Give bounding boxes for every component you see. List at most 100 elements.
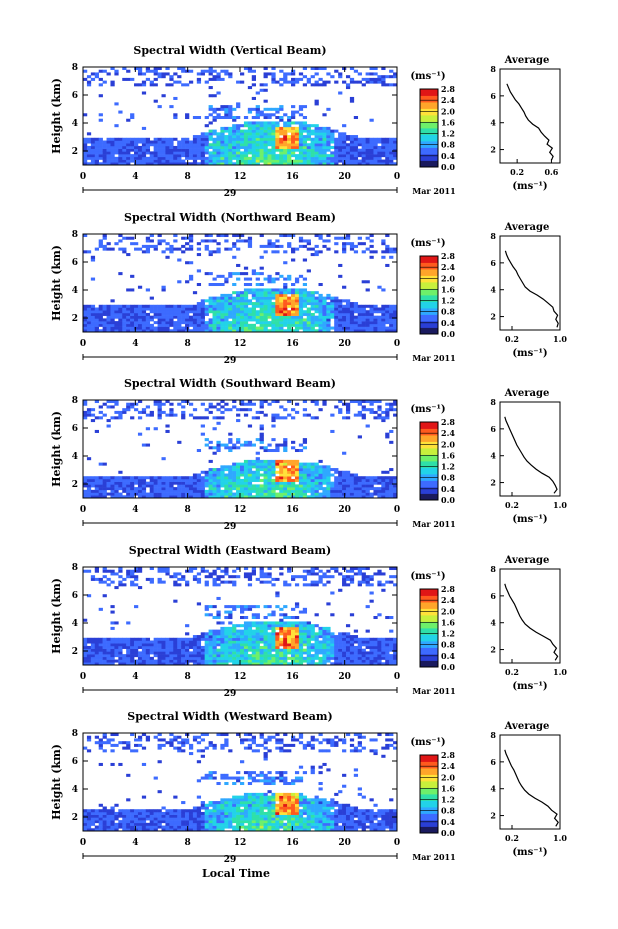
- heatmap-cell: [279, 648, 284, 652]
- heatmap-cell: [279, 118, 284, 122]
- heatmap-cell: [94, 137, 99, 141]
- heatmap-cell: [232, 629, 237, 633]
- heatmap-cell: [212, 307, 217, 311]
- heatmap-cell: [247, 621, 253, 625]
- heatmap-cell: [318, 307, 323, 311]
- heatmap-cell: [94, 487, 99, 491]
- heatmap-cell: [98, 140, 103, 144]
- heatmap-cell: [345, 299, 351, 303]
- heatmap-cell: [279, 323, 284, 327]
- heatmap-cell: [185, 476, 190, 480]
- heatmap-cell: [381, 318, 386, 322]
- heatmap-cell: [185, 247, 190, 251]
- heatmap-cell: [122, 487, 127, 491]
- heatmap-cell: [232, 315, 237, 319]
- heatmap-cell: [126, 288, 131, 292]
- heatmap-cell: [302, 468, 308, 472]
- heatmap-cell: [181, 405, 186, 409]
- heatmap-cell: [161, 140, 166, 144]
- heatmap-cell: [200, 151, 205, 155]
- heatmap-cell: [228, 473, 233, 477]
- heatmap-cell: [275, 476, 280, 480]
- heatmap-cell: [349, 99, 355, 103]
- heatmap-cell: [161, 654, 166, 658]
- heatmap-cell: [216, 446, 221, 450]
- heatmap-cell: [365, 400, 370, 404]
- heatmap-cell: [106, 312, 111, 316]
- heatmap-cell: [153, 484, 158, 488]
- heatmap-cell: [283, 443, 288, 447]
- heatmap-cell: [243, 468, 249, 472]
- heatmap-cell: [322, 400, 327, 404]
- heatmap-cell: [314, 296, 319, 300]
- heatmap-cell: [232, 154, 237, 158]
- heatmap-cell: [134, 242, 139, 246]
- heatmap-cell: [110, 476, 115, 480]
- heatmap-cell: [161, 567, 166, 571]
- heatmap-cell: [271, 473, 276, 477]
- colorbar-label: (ms⁻¹): [410, 238, 445, 249]
- heatmap-cell: [145, 648, 151, 652]
- heatmap-cell: [373, 140, 378, 144]
- heatmap-cell: [192, 154, 198, 158]
- heatmap-cell: [353, 145, 359, 149]
- heatmap-cell: [310, 296, 315, 300]
- heatmap-cell: [357, 312, 362, 316]
- heatmap-cell: [236, 137, 241, 141]
- heatmap-cell: [302, 610, 308, 614]
- heatmap-cell: [279, 162, 284, 166]
- heatmap-cell: [137, 326, 143, 330]
- heatmap-cell: [126, 478, 131, 482]
- heatmap-cell: [318, 67, 323, 71]
- heatmap-cell: [381, 250, 386, 254]
- heatmap-cell: [342, 659, 347, 663]
- heatmap-cell: [240, 315, 245, 319]
- heatmap-cell: [389, 137, 394, 141]
- heatmap-cell: [232, 242, 237, 246]
- heatmap-cell: [145, 307, 151, 311]
- heatmap-cell: [216, 470, 221, 474]
- heatmap-cell: [224, 156, 229, 160]
- heatmap-cell: [330, 413, 335, 417]
- heatmap-cell: [192, 656, 198, 660]
- heatmap-cell: [149, 478, 154, 482]
- heatmap-cell: [94, 648, 99, 652]
- heatmap-cell: [141, 492, 147, 496]
- heatmap-cell: [122, 236, 127, 240]
- heatmap-cell: [192, 662, 198, 666]
- heatmap-cell: [165, 659, 170, 663]
- heatmap-cell: [83, 410, 88, 414]
- heatmap-cell: [251, 312, 256, 316]
- heatmap-cell: [255, 662, 260, 666]
- heatmap-cell: [310, 648, 315, 652]
- heatmap-cell: [294, 159, 300, 163]
- heatmap-cell: [212, 451, 217, 455]
- heatmap-cell: [106, 310, 111, 314]
- heatmap-cell: [310, 645, 315, 649]
- heatmap-cell: [181, 162, 186, 166]
- heatmap-cell: [349, 96, 355, 100]
- heatmap-cell: [208, 135, 213, 139]
- heatmap-cell: [149, 481, 154, 485]
- heatmap-cell: [365, 304, 370, 308]
- heatmap-cell: [240, 465, 245, 469]
- heatmap-cell: [145, 145, 151, 149]
- heatmap-cell: [224, 280, 229, 284]
- heatmap-cell: [279, 107, 284, 111]
- heatmap-cell: [361, 492, 366, 496]
- heatmap-cell: [283, 465, 288, 469]
- heatmap-cell: [157, 662, 162, 666]
- heatmap-cell: [90, 145, 96, 149]
- heatmap-cell: [263, 288, 268, 292]
- heatmap-cell: [361, 162, 366, 166]
- heatmap-cell: [338, 321, 343, 325]
- heatmap-cell: [353, 151, 359, 155]
- heatmap-cell: [137, 645, 143, 649]
- heatmap-cell: [145, 159, 151, 163]
- heatmap-cell: [255, 476, 260, 480]
- heatmap-cell: [224, 580, 229, 584]
- heatmap-cell: [381, 326, 386, 330]
- heatmap-cell: [141, 156, 147, 160]
- heatmap-cell: [259, 654, 264, 658]
- heatmap-cell: [134, 137, 139, 141]
